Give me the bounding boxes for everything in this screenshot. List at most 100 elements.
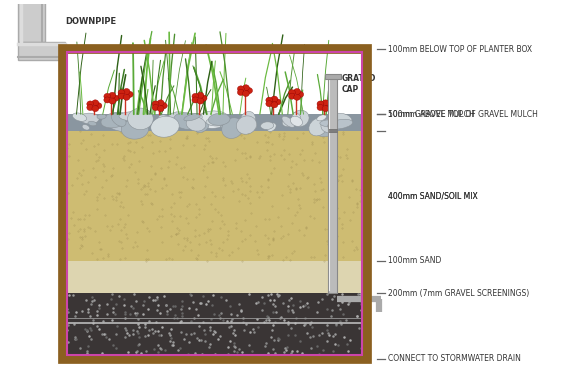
Ellipse shape <box>109 92 116 98</box>
Ellipse shape <box>222 118 244 139</box>
Ellipse shape <box>166 112 187 128</box>
Ellipse shape <box>237 89 244 95</box>
Ellipse shape <box>157 105 164 112</box>
Text: GRATED
CAP: GRATED CAP <box>342 74 376 94</box>
Bar <box>18 0 45 42</box>
Ellipse shape <box>151 116 179 137</box>
Ellipse shape <box>317 101 324 107</box>
Ellipse shape <box>104 97 111 103</box>
Bar <box>63 261 367 293</box>
Ellipse shape <box>237 116 256 134</box>
Ellipse shape <box>271 96 278 102</box>
Bar <box>18 42 66 60</box>
Ellipse shape <box>123 94 130 100</box>
Ellipse shape <box>161 103 167 109</box>
Ellipse shape <box>97 114 106 119</box>
Ellipse shape <box>289 93 295 99</box>
Ellipse shape <box>112 95 119 101</box>
Ellipse shape <box>200 95 207 101</box>
Ellipse shape <box>260 122 274 129</box>
Ellipse shape <box>79 113 99 124</box>
Ellipse shape <box>208 114 230 126</box>
Ellipse shape <box>289 90 295 95</box>
Ellipse shape <box>152 104 159 110</box>
Ellipse shape <box>242 90 249 97</box>
Ellipse shape <box>274 99 281 105</box>
Text: 100mm BELOW TOP OF PLANTER BOX: 100mm BELOW TOP OF PLANTER BOX <box>389 45 532 54</box>
Ellipse shape <box>104 94 111 99</box>
Ellipse shape <box>118 117 132 128</box>
Text: 100mm ABOVE TOP OF GRAVEL MULCH: 100mm ABOVE TOP OF GRAVEL MULCH <box>389 110 538 119</box>
Ellipse shape <box>92 105 99 112</box>
Ellipse shape <box>325 103 332 109</box>
Ellipse shape <box>293 94 300 100</box>
Ellipse shape <box>126 91 133 97</box>
Ellipse shape <box>282 118 295 127</box>
Ellipse shape <box>88 121 96 126</box>
Ellipse shape <box>128 108 153 130</box>
Ellipse shape <box>242 120 257 132</box>
Ellipse shape <box>322 100 329 106</box>
Ellipse shape <box>242 85 249 91</box>
Ellipse shape <box>192 97 199 103</box>
Ellipse shape <box>317 115 327 121</box>
Text: 400mm SAND/SOIL MIX: 400mm SAND/SOIL MIX <box>389 191 478 200</box>
Bar <box>63 49 367 358</box>
Ellipse shape <box>197 92 204 98</box>
Ellipse shape <box>101 112 128 128</box>
Bar <box>328 76 337 293</box>
Ellipse shape <box>320 120 343 127</box>
Ellipse shape <box>282 116 295 127</box>
Bar <box>63 114 367 131</box>
Ellipse shape <box>292 110 309 127</box>
Ellipse shape <box>197 111 229 128</box>
Ellipse shape <box>87 101 93 107</box>
Ellipse shape <box>111 113 126 126</box>
Ellipse shape <box>186 117 206 131</box>
Ellipse shape <box>157 100 164 106</box>
Ellipse shape <box>92 100 99 106</box>
Ellipse shape <box>293 112 301 120</box>
Bar <box>63 293 367 358</box>
Text: 200mm (7mm GRAVEL SCREENINGS): 200mm (7mm GRAVEL SCREENINGS) <box>389 289 530 298</box>
Ellipse shape <box>123 89 130 95</box>
Ellipse shape <box>318 119 335 128</box>
Ellipse shape <box>220 125 229 128</box>
Ellipse shape <box>321 119 340 133</box>
Ellipse shape <box>313 121 336 137</box>
Bar <box>325 74 340 79</box>
Ellipse shape <box>121 119 148 139</box>
Ellipse shape <box>322 105 329 112</box>
Ellipse shape <box>328 113 352 128</box>
Ellipse shape <box>266 97 273 103</box>
Bar <box>67 52 362 355</box>
Ellipse shape <box>82 125 89 130</box>
Ellipse shape <box>87 104 93 110</box>
Ellipse shape <box>184 114 201 121</box>
Ellipse shape <box>206 118 227 126</box>
Ellipse shape <box>118 93 125 99</box>
Ellipse shape <box>185 114 198 119</box>
Ellipse shape <box>297 91 304 97</box>
Ellipse shape <box>239 112 256 132</box>
Text: 100mm SAND: 100mm SAND <box>389 256 442 265</box>
Ellipse shape <box>195 122 209 132</box>
Ellipse shape <box>195 114 202 122</box>
Ellipse shape <box>267 123 276 131</box>
Ellipse shape <box>271 102 278 108</box>
Ellipse shape <box>103 116 132 132</box>
Ellipse shape <box>118 90 125 95</box>
Ellipse shape <box>152 101 159 107</box>
Ellipse shape <box>309 118 328 136</box>
Ellipse shape <box>109 98 116 104</box>
Ellipse shape <box>72 113 86 121</box>
Text: 400mm SAND/SOIL MIX: 400mm SAND/SOIL MIX <box>389 191 478 200</box>
Ellipse shape <box>317 104 324 110</box>
Ellipse shape <box>328 119 353 129</box>
Bar <box>63 131 367 261</box>
Ellipse shape <box>158 115 173 126</box>
Ellipse shape <box>237 86 244 92</box>
Ellipse shape <box>246 88 252 94</box>
Text: CONNECT TO STORMWATER DRAIN: CONNECT TO STORMWATER DRAIN <box>389 354 521 363</box>
Text: 50mm GRAVEL MULCH: 50mm GRAVEL MULCH <box>389 110 475 119</box>
